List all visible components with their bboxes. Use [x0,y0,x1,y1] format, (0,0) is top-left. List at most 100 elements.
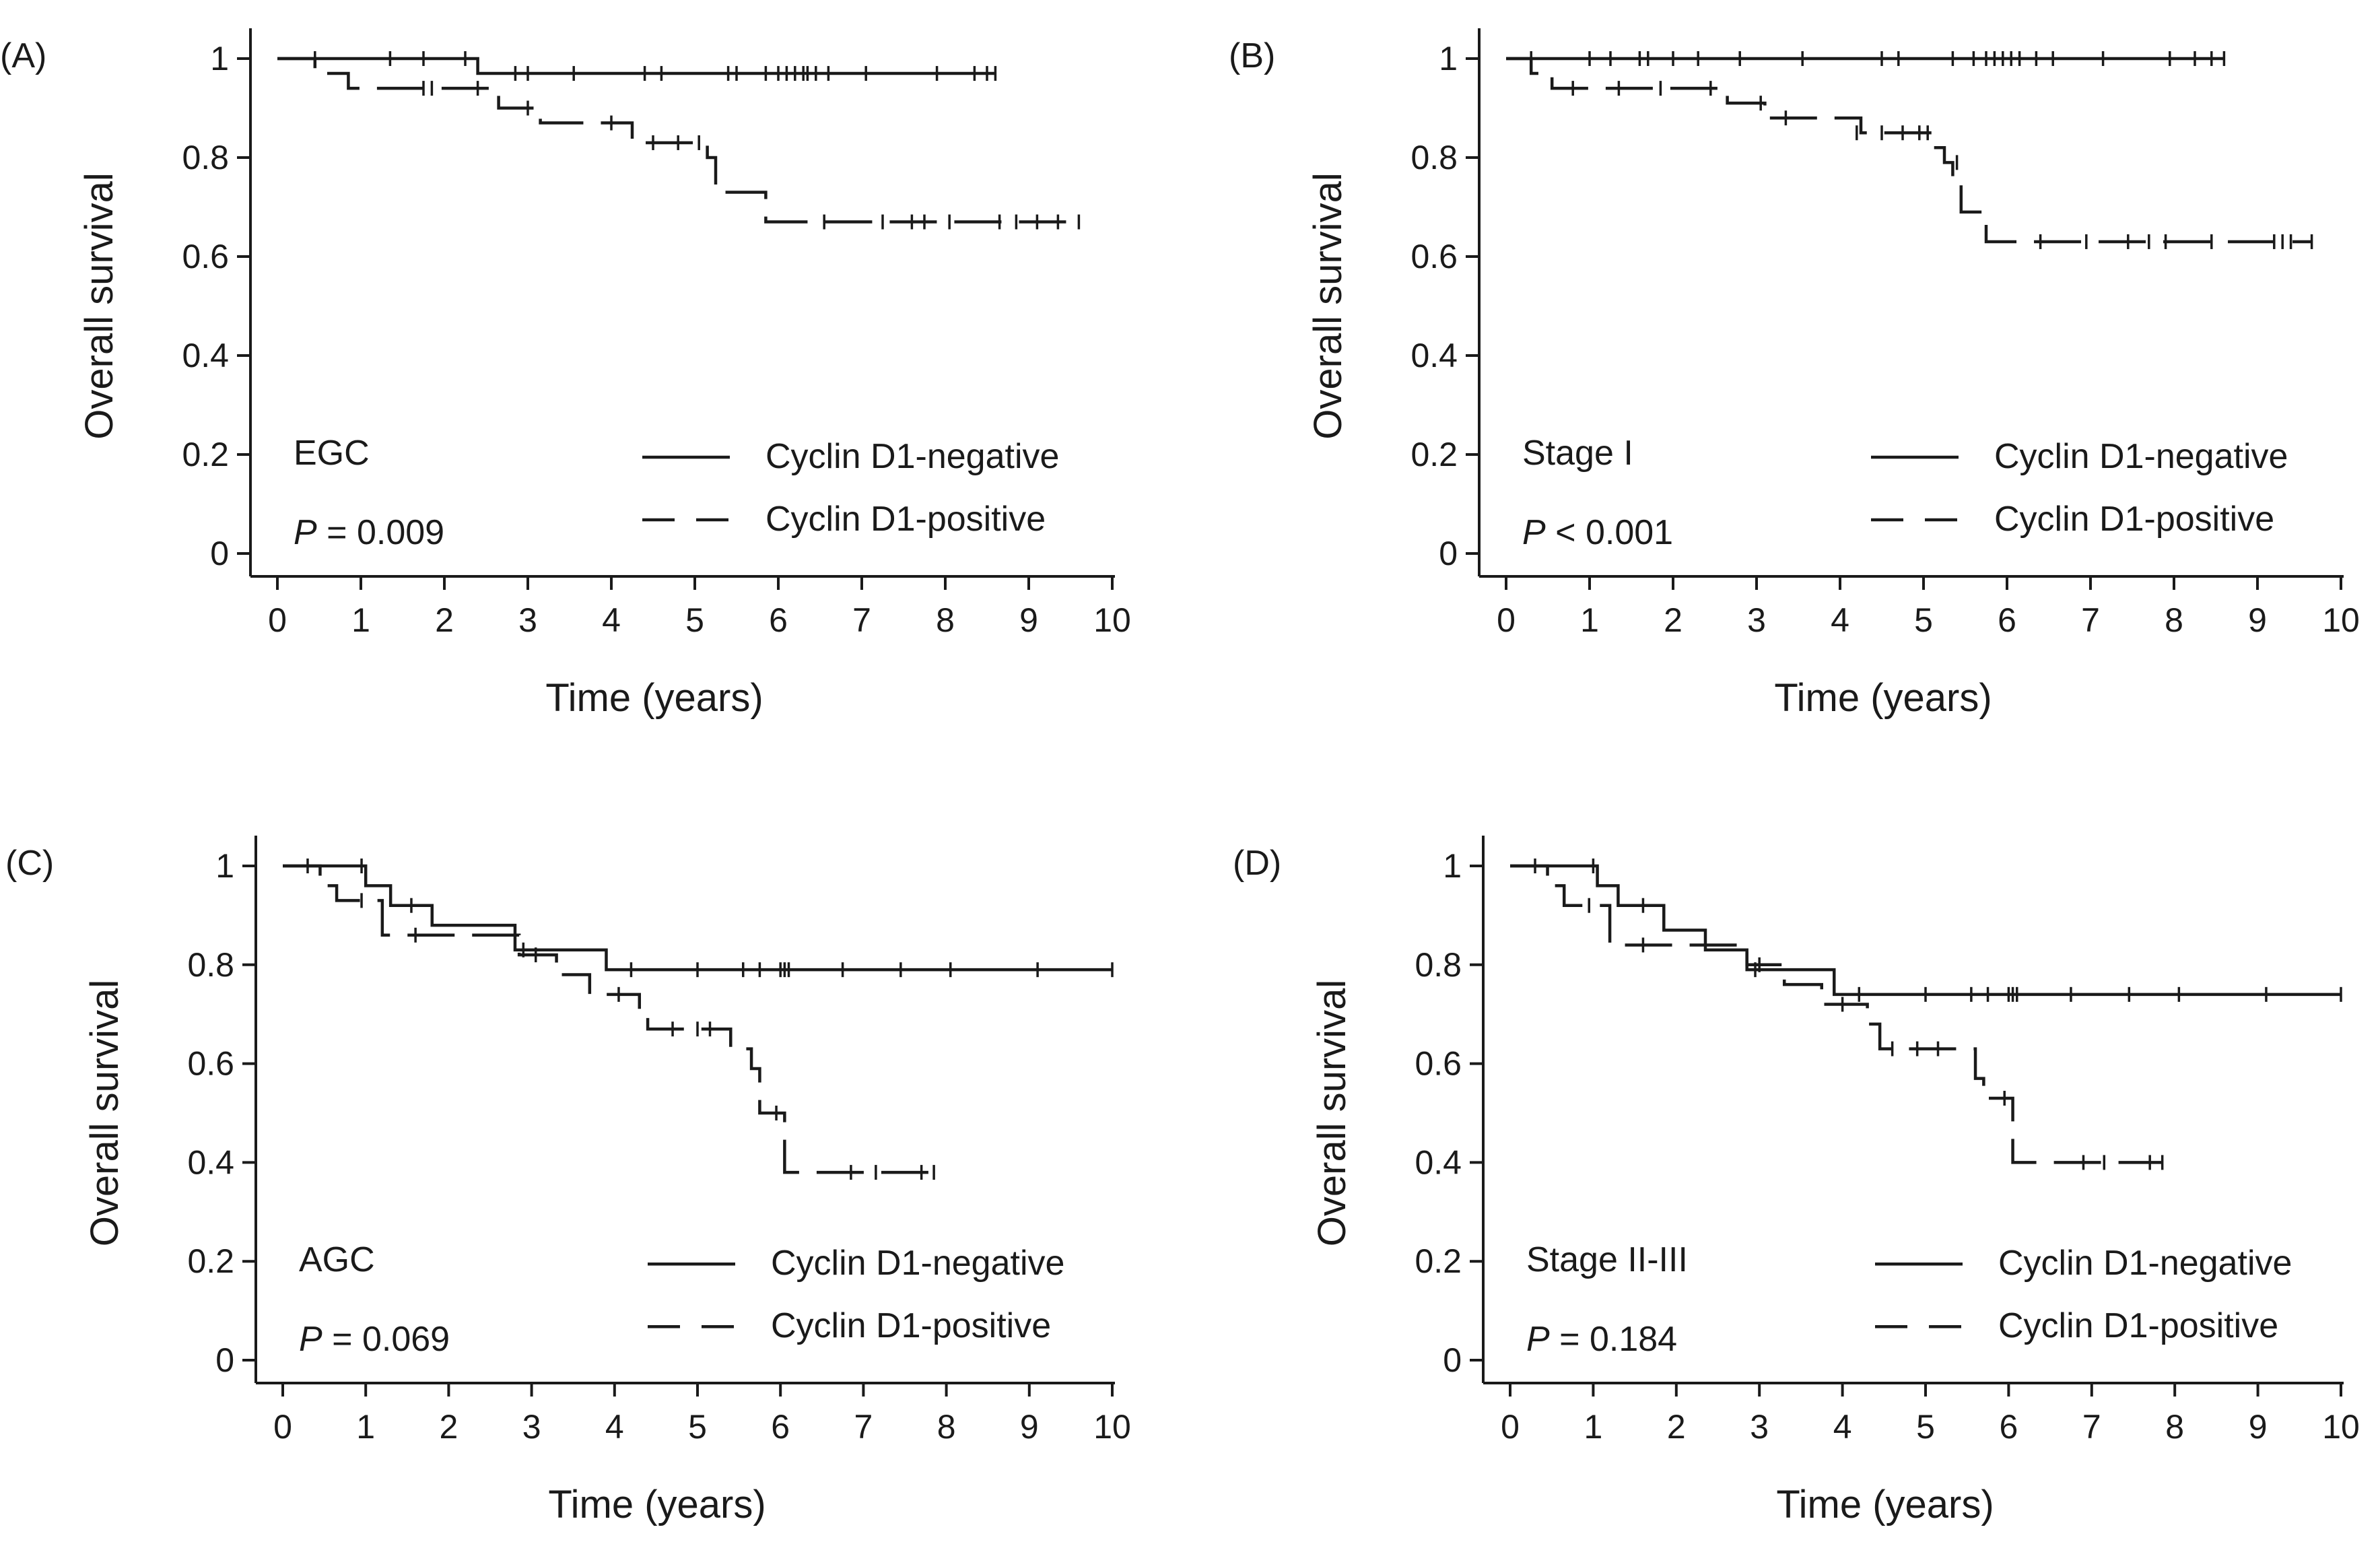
y-tick-label: 0.4 [1415,1143,1462,1181]
x-tick-label: 8 [936,601,955,639]
x-tick-label: 7 [2081,601,2100,639]
x-tick-label: 10 [2322,1408,2360,1446]
x-tick-label: 4 [1833,1408,1852,1446]
p-value-annotation: P = 0.184 [1526,1320,1677,1359]
x-tick-label: 4 [605,1408,624,1446]
x-tick-label: 9 [1019,601,1038,639]
x-tick-label: 8 [937,1408,956,1446]
y-tick-label: 0 [210,535,229,572]
x-axis-title: Time (years) [1774,676,1992,720]
group-label: Stage I [1522,434,1633,473]
p-value-text: = 0.069 [322,1320,450,1359]
legend-label: Cyclin D1-negative [1998,1244,2292,1283]
x-tick-label: 1 [1584,1408,1602,1446]
survival-curve-positive [277,57,1079,224]
y-tick-label: 0 [215,1341,234,1379]
y-tick-label: 1 [1443,847,1462,885]
x-tick-label: 6 [769,601,788,639]
y-tick-label: 0.4 [182,337,229,374]
x-tick-label: 9 [2248,601,2267,639]
x-tick-label: 3 [1750,1408,1769,1446]
survival-curve-negative [277,57,996,75]
x-tick-label: 7 [854,1408,873,1446]
y-tick-label: 1 [215,847,234,885]
x-tick-label: 0 [268,601,287,639]
x-tick-label: 2 [439,1408,458,1446]
p-symbol: P [299,1320,322,1359]
y-axis-title: Overall survival [77,172,121,439]
y-tick-label: 0.8 [182,139,229,176]
x-tick-label: 4 [602,601,621,639]
x-tick-label: 3 [518,601,537,639]
y-axis-title: Overall survival [83,980,127,1246]
legend-label: Cyclin D1-negative [771,1244,1064,1283]
x-tick-label: 9 [1020,1408,1039,1446]
x-tick-label: 2 [435,601,454,639]
x-tick-label: 10 [1093,601,1131,639]
y-tick-label: 0.4 [1410,337,1458,374]
x-axis-title: Time (years) [1776,1483,1994,1526]
y-tick-label: 0.8 [1410,139,1458,176]
survival-curve-negative [283,864,1112,972]
legend-label: Cyclin D1-negative [766,437,1059,476]
y-tick-label: 0.2 [187,1242,234,1280]
y-tick-label: 0.8 [1415,946,1462,984]
p-value-annotation: P = 0.009 [294,513,444,552]
x-tick-label: 1 [351,601,370,639]
x-axis-title: Time (years) [548,1483,766,1526]
y-tick-label: 0.6 [182,238,229,275]
x-tick-label: 2 [1667,1408,1686,1446]
legend-label: Cyclin D1-positive [771,1306,1051,1345]
x-tick-label: 3 [1747,601,1766,639]
legend-label: Cyclin D1-positive [1998,1306,2278,1345]
legend-label: Cyclin D1-positive [1994,500,2274,539]
y-tick-label: 0.6 [187,1045,234,1083]
x-tick-label: 10 [2322,601,2360,639]
y-tick-label: 0.2 [182,436,229,473]
legend-label: Cyclin D1-negative [1994,437,2288,476]
x-tick-label: 7 [2082,1408,2101,1446]
x-tick-label: 5 [1914,601,1933,639]
x-tick-label: 6 [771,1408,790,1446]
y-tick-label: 0.4 [187,1143,234,1181]
x-tick-label: 0 [1497,601,1516,639]
p-symbol: P [1526,1320,1550,1359]
x-tick-label: 3 [522,1408,541,1446]
x-tick-label: 1 [1580,601,1599,639]
panel-label: (B) [1229,36,1275,75]
x-tick-label: 8 [2165,601,2183,639]
y-tick-label: 0.2 [1410,436,1458,473]
survival-curve-negative [1510,864,2341,997]
y-tick-label: 1 [1439,40,1458,77]
p-value-annotation: P < 0.001 [1522,513,1673,552]
x-tick-label: 10 [1093,1408,1131,1446]
x-tick-label: 1 [356,1408,375,1446]
x-tick-label: 9 [2249,1408,2268,1446]
survival-curve-positive [1510,864,2163,1164]
group-label: EGC [294,434,370,473]
y-tick-label: 0.6 [1415,1045,1462,1083]
x-tick-label: 6 [1998,601,2016,639]
p-value-text: < 0.001 [1546,513,1673,552]
x-tick-label: 6 [1999,1408,2018,1446]
x-tick-label: 5 [685,601,704,639]
p-value-text: = 0.009 [317,513,444,552]
legend-label: Cyclin D1-positive [766,500,1046,539]
x-tick-label: 0 [273,1408,292,1446]
y-tick-label: 0.6 [1410,238,1458,275]
y-tick-label: 1 [210,40,229,77]
x-tick-label: 8 [2165,1408,2184,1446]
p-value-annotation: P = 0.069 [299,1320,450,1359]
y-tick-label: 0 [1443,1341,1462,1379]
x-tick-label: 4 [1831,601,1849,639]
y-tick-label: 0 [1439,535,1458,572]
p-symbol: P [294,513,317,552]
p-value-text: = 0.184 [1550,1320,1677,1359]
panel-label: (C) [5,844,54,883]
survival-curve-positive [1506,57,2312,244]
y-axis-title: Overall survival [1310,980,1354,1246]
